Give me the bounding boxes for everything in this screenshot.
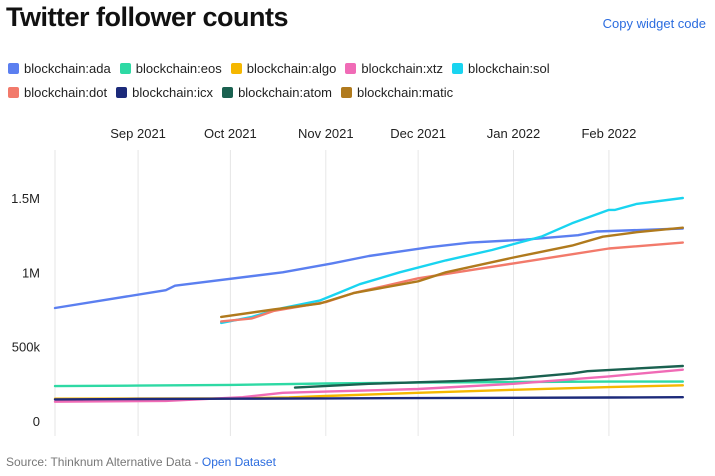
x-tick-label: Sep 2021 (110, 126, 166, 141)
legend-swatch (345, 62, 357, 74)
source-footer: Source: Thinknum Alternative Data - Open… (6, 455, 276, 469)
legend-item-blockchain-atom[interactable]: blockchain:atom (222, 85, 332, 100)
series-line-blockchain-dot (220, 241, 684, 323)
legend-label: blockchain:atom (238, 84, 333, 100)
page-title: Twitter follower counts (6, 2, 289, 32)
legend-swatch (230, 62, 242, 74)
legend-swatch (8, 62, 19, 74)
legend-swatch (222, 86, 234, 98)
legend-swatch (452, 62, 464, 74)
legend-swatch (119, 62, 131, 74)
legend-swatch (8, 86, 19, 98)
legend-label: blockchain:xtz (361, 60, 444, 76)
y-tick-label: 1M (22, 265, 40, 280)
legend-label: blockchain:sol (468, 60, 550, 76)
legend-row: blockchain:dot blockchain:icx blockchain:a… (8, 80, 708, 104)
source-text: Source: Thinknum Alternative Data - (6, 455, 199, 469)
legend-item-blockchain-ada[interactable]: blockchain:ada (8, 61, 111, 76)
legend-item-blockchain-algo[interactable]: blockchain:algo (230, 60, 337, 76)
x-tick-label: Nov 2021 (298, 126, 354, 141)
series-line-blockchain-matic (220, 226, 684, 319)
chart-legend: blockchain:ada blockchain:eos blockchain:a… (8, 56, 708, 104)
x-tick-label: Jan 2022 (487, 126, 541, 141)
legend-label: blockchain:eos (135, 60, 222, 76)
legend-item-blockchain-sol[interactable]: blockchain:sol (452, 61, 550, 76)
series-line-blockchain-icx (53, 396, 684, 401)
y-tick-label: 500k (12, 340, 41, 355)
x-tick-label: Oct 2021 (204, 126, 257, 141)
open-dataset-link[interactable]: Open Dataset (201, 455, 276, 469)
x-tick-label: Dec 2021 (390, 126, 446, 141)
series-line-blockchain-sol (220, 196, 684, 325)
legend-item-blockchain-eos[interactable]: blockchain:eos (119, 60, 222, 76)
legend-item-blockchain-xtz[interactable]: blockchain:xtz (345, 61, 443, 76)
y-tick-label: 0 (33, 414, 40, 429)
series-line-blockchain-atom (293, 364, 684, 389)
legend-item-blockchain-matic[interactable]: blockchain:matic (341, 85, 453, 100)
legend-row: blockchain:ada blockchain:eos blockchain:a… (8, 56, 708, 80)
y-tick-label: 1.5M (11, 191, 40, 206)
legend-label: blockchain:matic (357, 84, 454, 100)
legend-item-blockchain-icx[interactable]: blockchain:icx (116, 85, 213, 100)
series-line-blockchain-ada (53, 227, 684, 310)
legend-swatch (341, 86, 353, 98)
legend-label: blockchain:icx (132, 84, 214, 100)
legend-label: blockchain:dot (24, 84, 108, 100)
legend-label: blockchain:algo (246, 60, 337, 76)
copy-widget-code-link[interactable]: Copy widget code (602, 16, 706, 31)
legend-label: blockchain:ada (24, 60, 111, 76)
legend-swatch (116, 86, 128, 98)
legend-item-blockchain-dot[interactable]: blockchain:dot (8, 85, 107, 100)
x-tick-label: Feb 2022 (581, 126, 636, 141)
